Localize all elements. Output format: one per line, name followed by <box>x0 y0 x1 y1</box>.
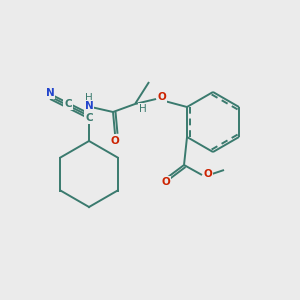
Text: O: O <box>158 92 166 102</box>
Text: N: N <box>85 101 93 111</box>
Text: O: O <box>111 136 119 146</box>
Text: N: N <box>46 88 54 98</box>
Text: O: O <box>204 169 212 179</box>
Text: O: O <box>162 177 170 187</box>
Text: C: C <box>85 113 93 123</box>
Text: H: H <box>139 104 147 114</box>
Text: H: H <box>85 93 93 103</box>
Text: C: C <box>64 99 72 109</box>
